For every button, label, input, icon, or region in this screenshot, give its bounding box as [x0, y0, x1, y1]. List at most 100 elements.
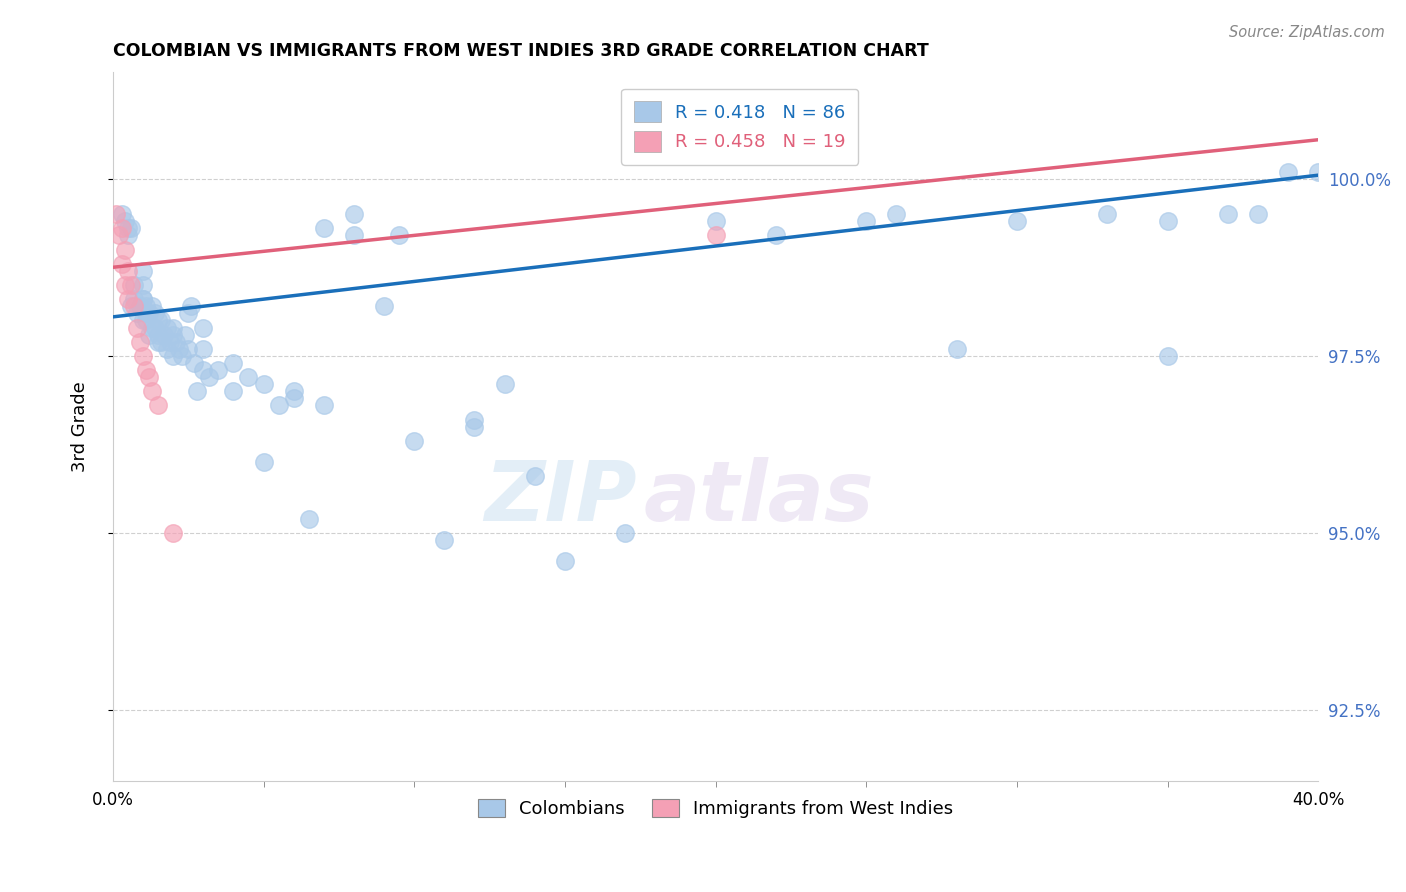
- Point: [162, 320, 184, 334]
- Point: [312, 399, 335, 413]
- Point: [135, 299, 157, 313]
- Point: [463, 419, 485, 434]
- Point: [1216, 207, 1239, 221]
- Point: [125, 320, 148, 334]
- Point: [117, 264, 139, 278]
- Point: [1097, 207, 1119, 221]
- Point: [150, 334, 173, 349]
- Point: [177, 342, 200, 356]
- Point: [162, 327, 184, 342]
- Point: [765, 228, 787, 243]
- Point: [156, 320, 179, 334]
- Point: [129, 334, 152, 349]
- Point: [143, 306, 166, 320]
- Point: [122, 299, 145, 313]
- Point: [117, 221, 139, 235]
- Point: [1277, 164, 1299, 178]
- Point: [252, 377, 274, 392]
- Point: [138, 370, 160, 384]
- Point: [193, 320, 215, 334]
- Point: [162, 526, 184, 541]
- Point: [174, 327, 197, 342]
- Point: [132, 313, 155, 327]
- Point: [172, 349, 194, 363]
- Point: [298, 512, 321, 526]
- Point: [117, 292, 139, 306]
- Point: [129, 299, 152, 313]
- Point: [162, 349, 184, 363]
- Point: [114, 214, 136, 228]
- Text: Source: ZipAtlas.com: Source: ZipAtlas.com: [1229, 25, 1385, 40]
- Point: [523, 469, 546, 483]
- Point: [125, 306, 148, 320]
- Point: [1156, 214, 1178, 228]
- Point: [159, 334, 181, 349]
- Point: [114, 243, 136, 257]
- Point: [704, 228, 727, 243]
- Point: [704, 214, 727, 228]
- Point: [433, 533, 456, 547]
- Point: [132, 292, 155, 306]
- Point: [135, 306, 157, 320]
- Point: [120, 278, 142, 293]
- Point: [945, 342, 967, 356]
- Point: [132, 349, 155, 363]
- Point: [132, 292, 155, 306]
- Point: [132, 264, 155, 278]
- Point: [404, 434, 426, 448]
- Point: [111, 221, 134, 235]
- Point: [886, 207, 908, 221]
- Point: [207, 363, 229, 377]
- Point: [177, 306, 200, 320]
- Point: [117, 228, 139, 243]
- Point: [108, 228, 131, 243]
- Point: [343, 207, 366, 221]
- Point: [222, 384, 245, 399]
- Point: [388, 228, 411, 243]
- Point: [198, 370, 221, 384]
- Point: [183, 356, 205, 370]
- Legend: Colombians, Immigrants from West Indies: Colombians, Immigrants from West Indies: [471, 791, 960, 825]
- Point: [104, 207, 127, 221]
- Point: [1005, 214, 1028, 228]
- Point: [146, 399, 169, 413]
- Point: [267, 399, 290, 413]
- Point: [120, 299, 142, 313]
- Y-axis label: 3rd Grade: 3rd Grade: [72, 382, 89, 472]
- Point: [193, 342, 215, 356]
- Point: [494, 377, 516, 392]
- Point: [463, 412, 485, 426]
- Point: [283, 384, 305, 399]
- Point: [150, 313, 173, 327]
- Text: COLOMBIAN VS IMMIGRANTS FROM WEST INDIES 3RD GRADE CORRELATION CHART: COLOMBIAN VS IMMIGRANTS FROM WEST INDIES…: [112, 42, 928, 60]
- Point: [855, 214, 877, 228]
- Point: [1308, 164, 1330, 178]
- Point: [135, 363, 157, 377]
- Point: [156, 342, 179, 356]
- Point: [138, 306, 160, 320]
- Point: [143, 320, 166, 334]
- Point: [222, 356, 245, 370]
- Point: [238, 370, 260, 384]
- Point: [132, 278, 155, 293]
- Point: [252, 455, 274, 469]
- Point: [193, 363, 215, 377]
- Point: [146, 327, 169, 342]
- Point: [343, 228, 366, 243]
- Point: [153, 327, 176, 342]
- Point: [554, 554, 576, 568]
- Point: [141, 384, 163, 399]
- Point: [114, 278, 136, 293]
- Point: [1247, 207, 1270, 221]
- Point: [122, 278, 145, 293]
- Point: [186, 384, 208, 399]
- Point: [312, 221, 335, 235]
- Point: [180, 299, 202, 313]
- Point: [111, 207, 134, 221]
- Point: [373, 299, 395, 313]
- Text: atlas: atlas: [643, 457, 875, 538]
- Point: [167, 342, 190, 356]
- Point: [614, 526, 637, 541]
- Point: [146, 334, 169, 349]
- Point: [135, 313, 157, 327]
